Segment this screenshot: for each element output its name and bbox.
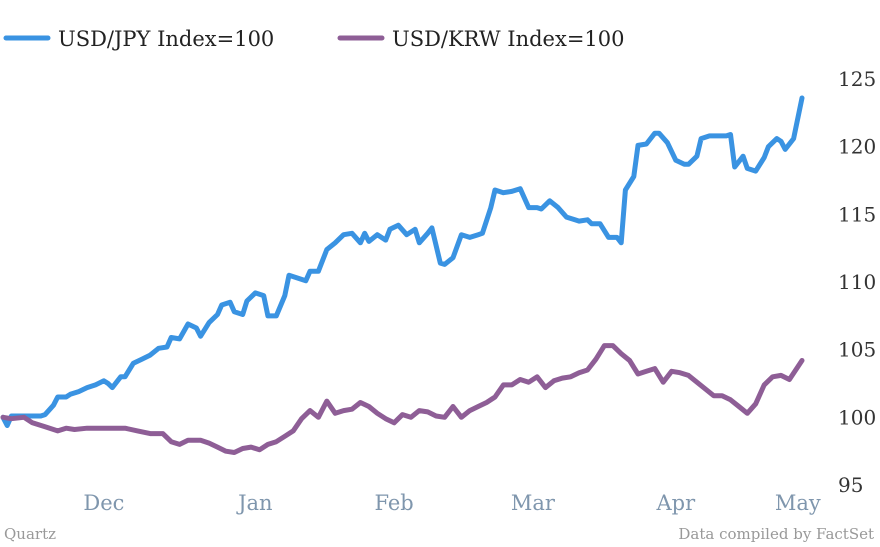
x-tick-label-jan: Jan (236, 491, 272, 515)
x-tick-label-mar: Mar (511, 491, 556, 515)
y-tick-label-120: 120 (838, 135, 876, 159)
x-tick-label-may: May (775, 491, 821, 515)
y-tick-label-115: 115 (838, 202, 876, 226)
x-axis: Dec Jan Feb Mar Apr May (83, 491, 820, 515)
y-tick-label-95: 95 (838, 473, 863, 497)
y-tick-label-110: 110 (838, 270, 876, 294)
data-credit: Data compiled by FactSet (678, 525, 874, 543)
x-tick-label-feb: Feb (374, 491, 413, 515)
y-tick-label-125: 125 (838, 67, 876, 91)
y-axis: 95 100 105 110 115 120 125 (838, 67, 876, 497)
legend-label-usd-krw: USD/KRW Index=100 (392, 27, 625, 51)
series-lines (0, 95, 805, 455)
x-tick-label-dec: Dec (83, 491, 124, 515)
legend: USD/JPY Index=100 USD/KRW Index=100 (3, 27, 625, 51)
series-line-usd-jpy (0, 95, 805, 428)
y-tick-label-100: 100 (838, 405, 876, 429)
legend-label-usd-jpy: USD/JPY Index=100 (58, 27, 274, 51)
source-credit: Quartz (4, 525, 57, 543)
x-tick-label-apr: Apr (656, 491, 697, 515)
y-tick-label-105: 105 (838, 338, 876, 362)
series-line-usd-krw (0, 343, 805, 455)
